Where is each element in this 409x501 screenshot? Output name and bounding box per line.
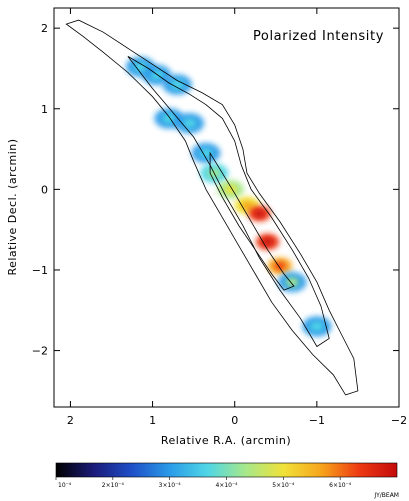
x-axis-title: Relative R.A. (arcmin) <box>161 434 291 447</box>
x-tick-label: −2 <box>391 414 407 427</box>
intensity-core-4 <box>183 118 197 128</box>
y-tick-label: 2 <box>41 22 48 35</box>
intensity-core-13 <box>310 321 324 332</box>
colorbar-unit: JY/BEAM <box>373 492 399 499</box>
colorbar-tick-label: 4×10⁻⁴ <box>215 482 238 489</box>
intensity-core-5 <box>199 148 213 158</box>
colorbar-tick-label: 10⁻⁴ <box>58 482 72 489</box>
plot-frame <box>53 7 400 408</box>
x-tick-label: −1 <box>309 414 325 427</box>
colorbar-tick-label: 5×10⁻⁴ <box>272 482 295 489</box>
intensity-core-3 <box>162 113 176 124</box>
colorbar-gradient <box>55 462 398 478</box>
x-tick-label: 1 <box>149 414 156 427</box>
intensity-contours <box>65 19 359 396</box>
y-tick-label: 0 <box>41 183 48 196</box>
intensity-core-8 <box>241 201 253 210</box>
contour-line-2 <box>209 151 295 291</box>
colorbar: 10⁻⁴ 2×10⁻⁴ 3×10⁻⁴ 4×10⁻⁴ 5×10⁻⁴ 6×10⁻⁴ JY/BE… <box>55 462 399 499</box>
colorbar-ticks: 10⁻⁴ 2×10⁻⁴ 3×10⁻⁴ 4×10⁻⁴ 5×10⁻⁴ 6×10⁻⁴ <box>55 477 352 489</box>
y-tick-label: −1 <box>32 264 48 277</box>
chart-title: Polarized Intensity <box>253 29 384 44</box>
plot-area: 2 1 0 −1 −2 2 1 0 −1 −2 Polarized Intensity <box>32 7 407 427</box>
y-tick-label: 1 <box>41 103 48 116</box>
x-ticks: 2 1 0 −1 −2 <box>67 8 407 427</box>
intensity-core-0 <box>150 70 164 80</box>
colorbar-tick-label: 2×10⁻⁴ <box>102 482 125 489</box>
intensity-core-2 <box>133 62 147 72</box>
contour-line-0 <box>65 19 359 396</box>
y-ticks: 2 1 0 −1 −2 <box>32 22 399 358</box>
colorbar-tick-label: 6×10⁻⁴ <box>329 482 352 489</box>
polarized-intensity-map <box>125 56 332 337</box>
intensity-core-11 <box>274 262 286 270</box>
contour-line-1 <box>127 56 330 348</box>
intensity-core-10 <box>262 237 273 246</box>
x-tick-label: 0 <box>231 414 238 427</box>
x-tick-label: 2 <box>67 414 74 427</box>
intensity-core-9 <box>254 209 265 218</box>
colorbar-tick-label: 3×10⁻⁴ <box>159 482 182 489</box>
y-tick-label: −2 <box>32 345 48 358</box>
y-axis-title: Relative Decl. (arcmin) <box>6 138 19 275</box>
